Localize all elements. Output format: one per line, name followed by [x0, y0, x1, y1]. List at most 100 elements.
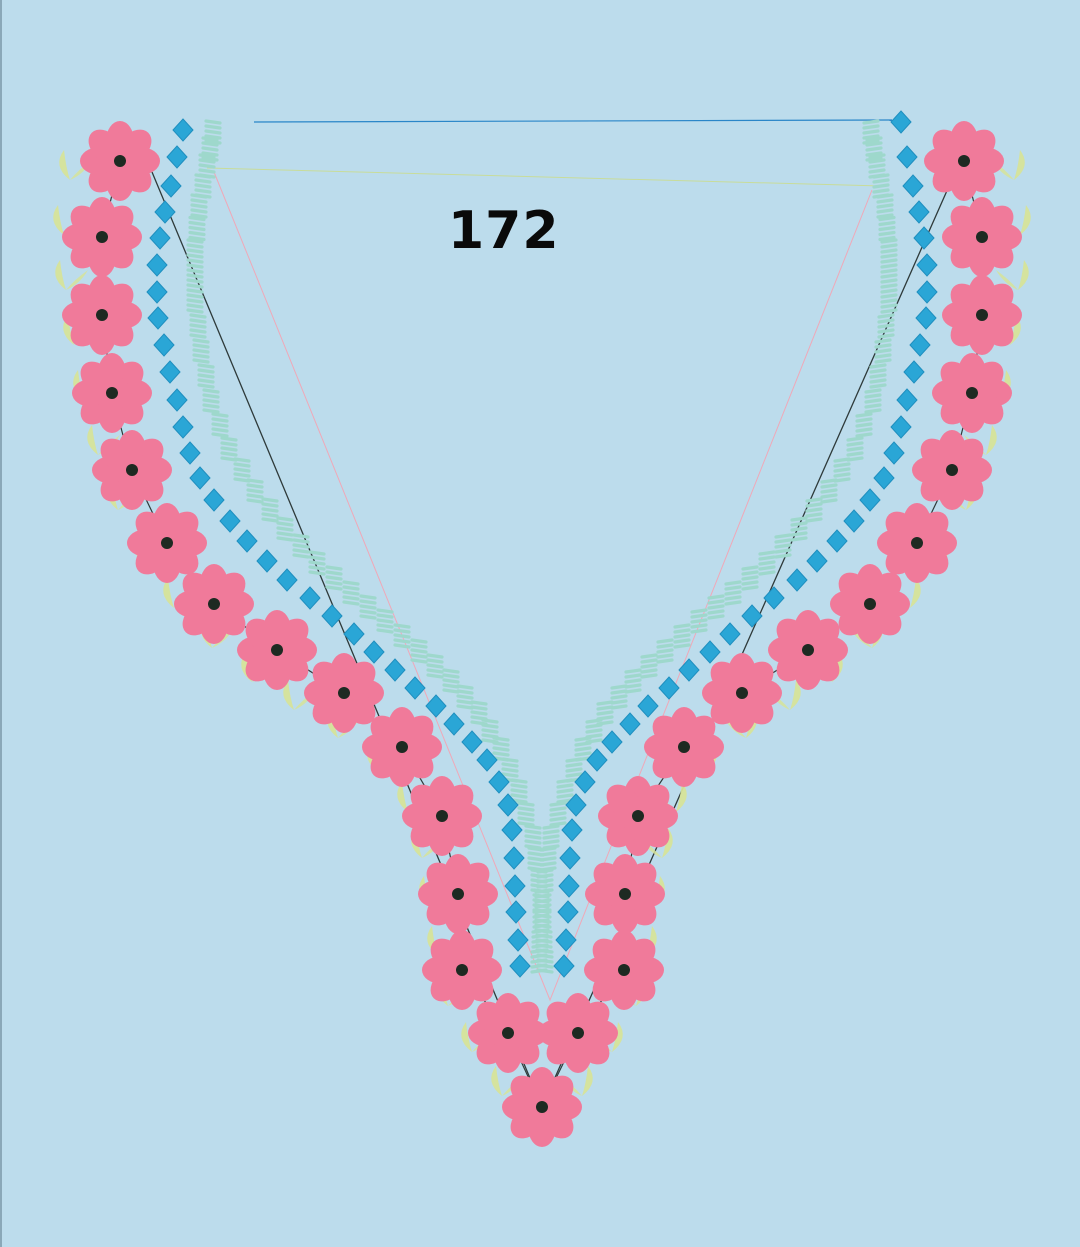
fringe-border — [186, 119, 898, 974]
diamond-motif — [147, 306, 169, 330]
fringe-stitch — [690, 608, 708, 634]
diamond-motif — [561, 818, 583, 842]
diamond-motif — [741, 604, 763, 628]
flower-motif — [502, 1067, 582, 1147]
diamond-motif — [509, 954, 531, 978]
flower-center — [96, 309, 108, 321]
diamond-motif — [699, 640, 721, 664]
fringe-stitch — [846, 436, 864, 462]
flower-motif — [174, 564, 254, 644]
diamond-motif — [826, 529, 848, 553]
fringe-stitch — [202, 388, 220, 414]
flower-center — [619, 888, 631, 900]
diamond-motif — [443, 712, 465, 736]
diamond-motif — [321, 604, 343, 628]
flower-chain — [62, 121, 1022, 1147]
fringe-stitch — [531, 928, 549, 954]
fringe-stitch — [510, 778, 528, 804]
flower-motif — [62, 197, 142, 277]
fringe-stitch — [549, 801, 567, 827]
flower-motif — [598, 776, 678, 856]
fringe-stitch — [192, 338, 210, 364]
diamond-motif — [915, 306, 937, 330]
flower-motif — [468, 993, 548, 1073]
flower-motif — [768, 610, 848, 690]
diamond-motif — [476, 748, 498, 772]
fringe-stitch — [527, 846, 545, 872]
diamond-motif — [461, 730, 483, 754]
diamond-motif — [384, 658, 406, 682]
leaf-motif — [996, 260, 1029, 290]
diamond-motif — [555, 928, 577, 952]
flower-motif — [92, 430, 172, 510]
fringe-stitch — [530, 948, 548, 974]
flower-center — [976, 309, 988, 321]
diamond-motif — [806, 549, 828, 573]
fringe-stitch — [501, 757, 519, 783]
flower-center — [632, 810, 644, 822]
flower-center — [736, 687, 748, 699]
flower-motif — [80, 121, 160, 201]
flower-motif — [830, 564, 910, 644]
fringe-stitch — [246, 478, 264, 504]
flower-center — [106, 387, 118, 399]
fringe-stitch — [359, 594, 377, 620]
flower-center — [976, 231, 988, 243]
fringe-stitch — [862, 119, 880, 145]
guide-line-top-inner — [206, 167, 883, 187]
flower-motif — [877, 503, 957, 583]
fringe-stitch — [673, 623, 691, 649]
diamond-motif — [189, 466, 211, 490]
diamond-motif — [503, 846, 525, 870]
diamond-motif — [505, 900, 527, 924]
flower-motif — [702, 653, 782, 733]
fringe-stitch — [741, 565, 759, 591]
diamond-motif — [149, 226, 171, 250]
diamond-motif — [172, 415, 194, 439]
fringe-stitch — [198, 153, 216, 179]
diamond-motif — [896, 388, 918, 412]
diamond-motif — [425, 694, 447, 718]
fringe-stitch — [517, 801, 535, 827]
fringe-stitch — [869, 363, 887, 389]
diamond-motif — [154, 200, 176, 224]
diamond-motif — [601, 730, 623, 754]
fringe-stitch — [790, 516, 808, 542]
flower-center — [396, 741, 408, 753]
diamond-motif — [902, 174, 924, 198]
flower-center — [271, 644, 283, 656]
fringe-stitch — [868, 153, 886, 179]
diamond-motif — [916, 280, 938, 304]
fringe-stitch — [864, 388, 882, 414]
fringe-stitch — [872, 173, 890, 199]
flower-center — [678, 741, 690, 753]
diamond-motif — [179, 441, 201, 465]
fringe-stitch — [410, 638, 428, 664]
fringe-stitch — [233, 457, 251, 483]
fringe-stitch — [865, 136, 883, 162]
fringe-stitch — [470, 700, 488, 726]
diamond-motif — [763, 586, 785, 610]
diamond-motif — [343, 622, 365, 646]
diamond-motif — [574, 770, 596, 794]
diamond-motif — [236, 529, 258, 553]
flower-center — [864, 598, 876, 610]
flower-center — [126, 464, 138, 476]
fringe-stitch — [656, 638, 674, 664]
fringe-stitch — [308, 550, 326, 576]
flower-center — [536, 1101, 548, 1113]
diamond-motif — [507, 928, 529, 952]
flower-motif — [585, 854, 665, 934]
fringe-stitch — [610, 684, 628, 710]
flower-center — [436, 810, 448, 822]
diamond-motif — [203, 488, 225, 512]
fringe-stitch — [456, 684, 474, 710]
flower-center — [208, 598, 220, 610]
diamond-motif — [497, 793, 519, 817]
flower-motif — [362, 707, 442, 787]
fringe-stitch — [393, 623, 411, 649]
flower-motif — [62, 275, 142, 355]
diamond-motif — [619, 712, 641, 736]
fringe-stitch — [878, 215, 896, 242]
